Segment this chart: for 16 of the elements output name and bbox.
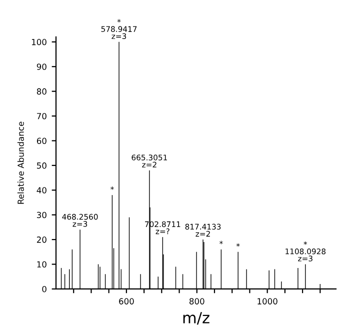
- y-tick-label: 60: [36, 138, 46, 144]
- y-axis-title: Relative Abundance: [17, 122, 24, 204]
- x-tick-label: 1000: [258, 298, 278, 304]
- y-tick-label: 20: [36, 236, 46, 243]
- y-tick-label: 10: [37, 261, 46, 268]
- y-tick-label: 30: [37, 212, 46, 218]
- x-tick-label: 600: [119, 298, 134, 304]
- y-tick-label: 40: [36, 187, 46, 194]
- x-tick-label: 800: [189, 298, 204, 304]
- y-tick-label: 100: [32, 38, 46, 46]
- y-tick-label: 70: [37, 113, 46, 120]
- y-tick-label: 50: [37, 162, 46, 169]
- y-tick-label: 0: [42, 286, 46, 292]
- y-tick-label: 80: [36, 88, 46, 95]
- x-axis-title: m/z: [183, 312, 210, 325]
- y-tick-label: 90: [36, 64, 46, 70]
